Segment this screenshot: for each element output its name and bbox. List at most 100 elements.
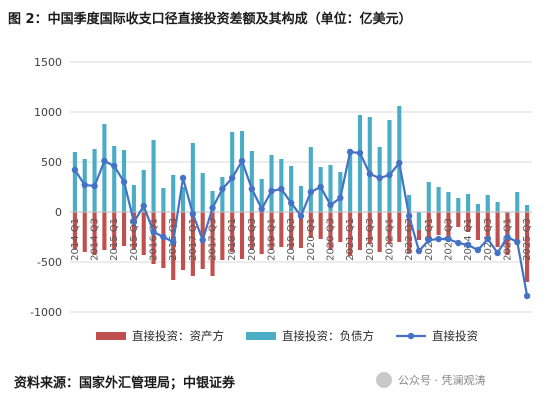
liability-bar bbox=[515, 192, 520, 212]
liability-bar bbox=[407, 195, 412, 212]
net-investment-point bbox=[91, 182, 98, 190]
asset-bar bbox=[525, 212, 530, 282]
asset-bar bbox=[131, 212, 136, 249]
asset-bar bbox=[485, 212, 490, 242]
asset-bar bbox=[279, 212, 284, 247]
net-investment-point bbox=[307, 188, 315, 196]
liability-bar bbox=[171, 175, 176, 212]
asset-bar bbox=[92, 212, 97, 255]
x-tick-label: 2017 Q3 bbox=[208, 218, 219, 261]
liability-bar bbox=[180, 187, 186, 212]
x-tick-label: 2018 Q3 bbox=[247, 218, 258, 261]
asset-bar bbox=[377, 212, 382, 252]
net-investment-point bbox=[523, 292, 531, 300]
y-axis-ticks: -1000 -500 0 500 1000 1500 bbox=[30, 56, 62, 319]
liability-bar bbox=[397, 106, 402, 212]
asset-bar bbox=[249, 212, 254, 250]
y-tick-label: 500 bbox=[41, 156, 62, 169]
asset-bar bbox=[446, 212, 451, 236]
net-investment-point bbox=[170, 238, 177, 246]
liability-bar bbox=[141, 170, 146, 212]
net-investment-point bbox=[268, 187, 275, 195]
asset-bar bbox=[505, 212, 510, 255]
liability-bar bbox=[112, 146, 117, 212]
y-tick-label: 0 bbox=[55, 206, 62, 219]
net-investment-point bbox=[258, 205, 265, 213]
net-investment-point bbox=[494, 249, 501, 257]
asset-bar bbox=[112, 212, 117, 250]
asset-bar bbox=[289, 212, 294, 249]
net-investment-point bbox=[287, 199, 295, 207]
asset-bar bbox=[407, 212, 412, 253]
asset-bar bbox=[338, 212, 343, 242]
liability-bar bbox=[249, 151, 254, 212]
x-tick-label: 2019 Q1 bbox=[267, 218, 278, 261]
net-investment-point bbox=[199, 236, 206, 244]
liability-bar bbox=[230, 132, 235, 212]
net-investment-point bbox=[71, 166, 79, 174]
legend-label: 直接投资 bbox=[432, 329, 478, 343]
net-investment-point bbox=[356, 149, 364, 157]
asset-bar bbox=[259, 212, 264, 254]
liability-bar bbox=[348, 149, 353, 212]
legend-swatch bbox=[96, 332, 126, 340]
x-tick-label: 2021 Q1 bbox=[345, 218, 356, 261]
asset-bar bbox=[82, 212, 87, 252]
asset-bar bbox=[151, 212, 156, 264]
net-investment-point bbox=[228, 174, 236, 182]
net-investment-point bbox=[317, 183, 324, 191]
liability-bar bbox=[220, 177, 225, 212]
net-investment-point bbox=[504, 233, 511, 241]
liability-bar bbox=[436, 187, 441, 212]
x-tick-label: 2014 Q1 bbox=[70, 218, 81, 261]
net-investment-point bbox=[445, 235, 452, 243]
legend-marker bbox=[407, 332, 415, 340]
y-tick-label: 1500 bbox=[34, 56, 62, 69]
asset-bar bbox=[387, 212, 392, 244]
net-investment-point bbox=[120, 178, 128, 186]
net-investment-point bbox=[248, 185, 256, 193]
asset-bar bbox=[426, 212, 431, 239]
liability-bar bbox=[485, 195, 490, 212]
watermark-text: 公众号 · 凭澜观涛 bbox=[398, 374, 486, 387]
asset-bar bbox=[466, 212, 471, 232]
liability-bar bbox=[308, 147, 313, 212]
liability-bar bbox=[525, 205, 530, 212]
net-investment-point bbox=[81, 181, 88, 189]
asset-bar bbox=[357, 212, 363, 250]
liability-bar bbox=[475, 204, 481, 212]
x-tick-label: 2017 Q1 bbox=[188, 218, 199, 261]
source-note: 资料来源：国家外汇管理局；中银证券 bbox=[14, 376, 236, 391]
net-investment-point bbox=[327, 201, 334, 209]
asset-bar bbox=[141, 212, 146, 255]
liability-bar bbox=[200, 173, 205, 212]
asset-bar bbox=[102, 212, 107, 250]
liability-bar bbox=[161, 188, 166, 212]
net-investment-point bbox=[219, 185, 226, 193]
legend-swatch bbox=[246, 332, 276, 340]
net-investment-point bbox=[189, 210, 197, 218]
asset-bar bbox=[220, 212, 225, 260]
asset-bar bbox=[171, 212, 176, 280]
x-tick-label: 2022 Q1 bbox=[384, 218, 395, 261]
liability-bar bbox=[72, 152, 77, 212]
x-tick-label: 2022 Q3 bbox=[404, 218, 415, 261]
liability-bar bbox=[151, 140, 156, 212]
asset-bar bbox=[456, 212, 461, 227]
liability-bar bbox=[298, 186, 304, 212]
asset-bar bbox=[190, 212, 195, 276]
asset-bar bbox=[121, 212, 127, 246]
liability-bars bbox=[72, 106, 530, 230]
asset-bar bbox=[436, 212, 441, 235]
asset-bar bbox=[495, 212, 500, 247]
liability-bar bbox=[289, 166, 294, 212]
asset-bar bbox=[72, 212, 77, 249]
legend: 直接投资：资产方 直接投资：负债方 直接投资 bbox=[96, 329, 478, 343]
net-investment-point bbox=[396, 159, 403, 167]
x-tick-label: 2024 Q1 bbox=[463, 218, 474, 261]
y-tick-label: 1000 bbox=[34, 106, 62, 119]
net-investment-point bbox=[337, 194, 344, 202]
liability-bar bbox=[495, 202, 500, 212]
liability-bar bbox=[367, 117, 372, 212]
